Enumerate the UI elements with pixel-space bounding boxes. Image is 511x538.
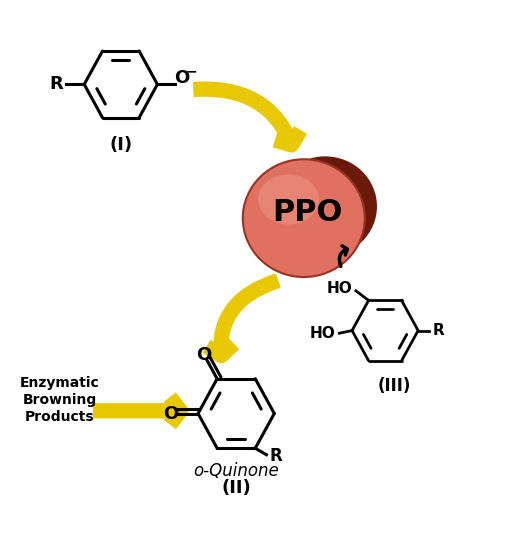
Text: −: − xyxy=(185,64,197,78)
Text: HO: HO xyxy=(310,325,336,341)
Text: O: O xyxy=(163,405,178,422)
Text: R: R xyxy=(432,323,444,338)
Text: O: O xyxy=(174,69,190,87)
Text: HO: HO xyxy=(327,281,352,296)
Text: PPO: PPO xyxy=(273,199,343,227)
Text: R: R xyxy=(269,447,282,465)
Ellipse shape xyxy=(258,174,319,224)
Text: (I): (I) xyxy=(109,136,132,154)
Ellipse shape xyxy=(273,157,377,257)
Ellipse shape xyxy=(243,159,365,277)
Text: O: O xyxy=(196,345,212,364)
Text: R: R xyxy=(49,75,63,94)
Text: (II): (II) xyxy=(221,479,251,497)
Text: (III): (III) xyxy=(378,377,411,395)
Text: o-Quinone: o-Quinone xyxy=(193,462,279,480)
Text: Enzymatic
Browning
Products: Enzymatic Browning Products xyxy=(20,376,100,424)
